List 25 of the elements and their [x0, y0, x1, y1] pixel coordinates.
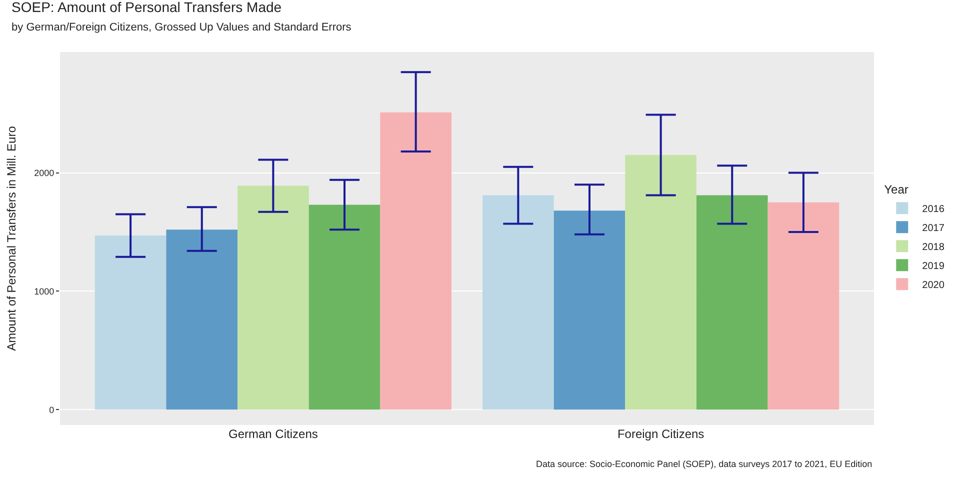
y-axis-title: Amount of Personal Transfers in Mill. Euro	[4, 126, 18, 351]
bar	[554, 210, 626, 410]
legend-label: 2020	[922, 280, 945, 291]
chart-title: SOEP: Amount of Personal Transfers Made	[12, 0, 282, 16]
bar	[238, 186, 309, 410]
legend-label: 2018	[922, 242, 945, 253]
bar	[166, 230, 238, 410]
legend-label: 2017	[922, 223, 945, 234]
bar	[94, 236, 166, 410]
bar	[768, 202, 840, 410]
x-tick-label: Foreign Citizens	[617, 427, 704, 441]
x-tick-label: German Citizens	[228, 427, 318, 441]
y-tick-label: 1000	[34, 286, 54, 296]
legend-title: Year	[884, 182, 908, 197]
bar	[696, 195, 768, 410]
source-note: Data source: Socio-Economic Panel (SOEP), data surveys 2017 to 2021, EU Edition	[536, 459, 872, 469]
bar	[482, 195, 554, 410]
y-tick-label: 2000	[34, 168, 54, 178]
bar	[625, 155, 696, 410]
chart-subtitle: by German/Foreign Citizens, Grossed Up Values and Standard Errors	[12, 21, 352, 34]
bar	[380, 112, 452, 410]
legend-label: 2016	[922, 204, 945, 215]
bar	[308, 204, 380, 410]
legend-label: 2019	[922, 261, 945, 272]
y-tick-label: 0	[49, 404, 54, 415]
